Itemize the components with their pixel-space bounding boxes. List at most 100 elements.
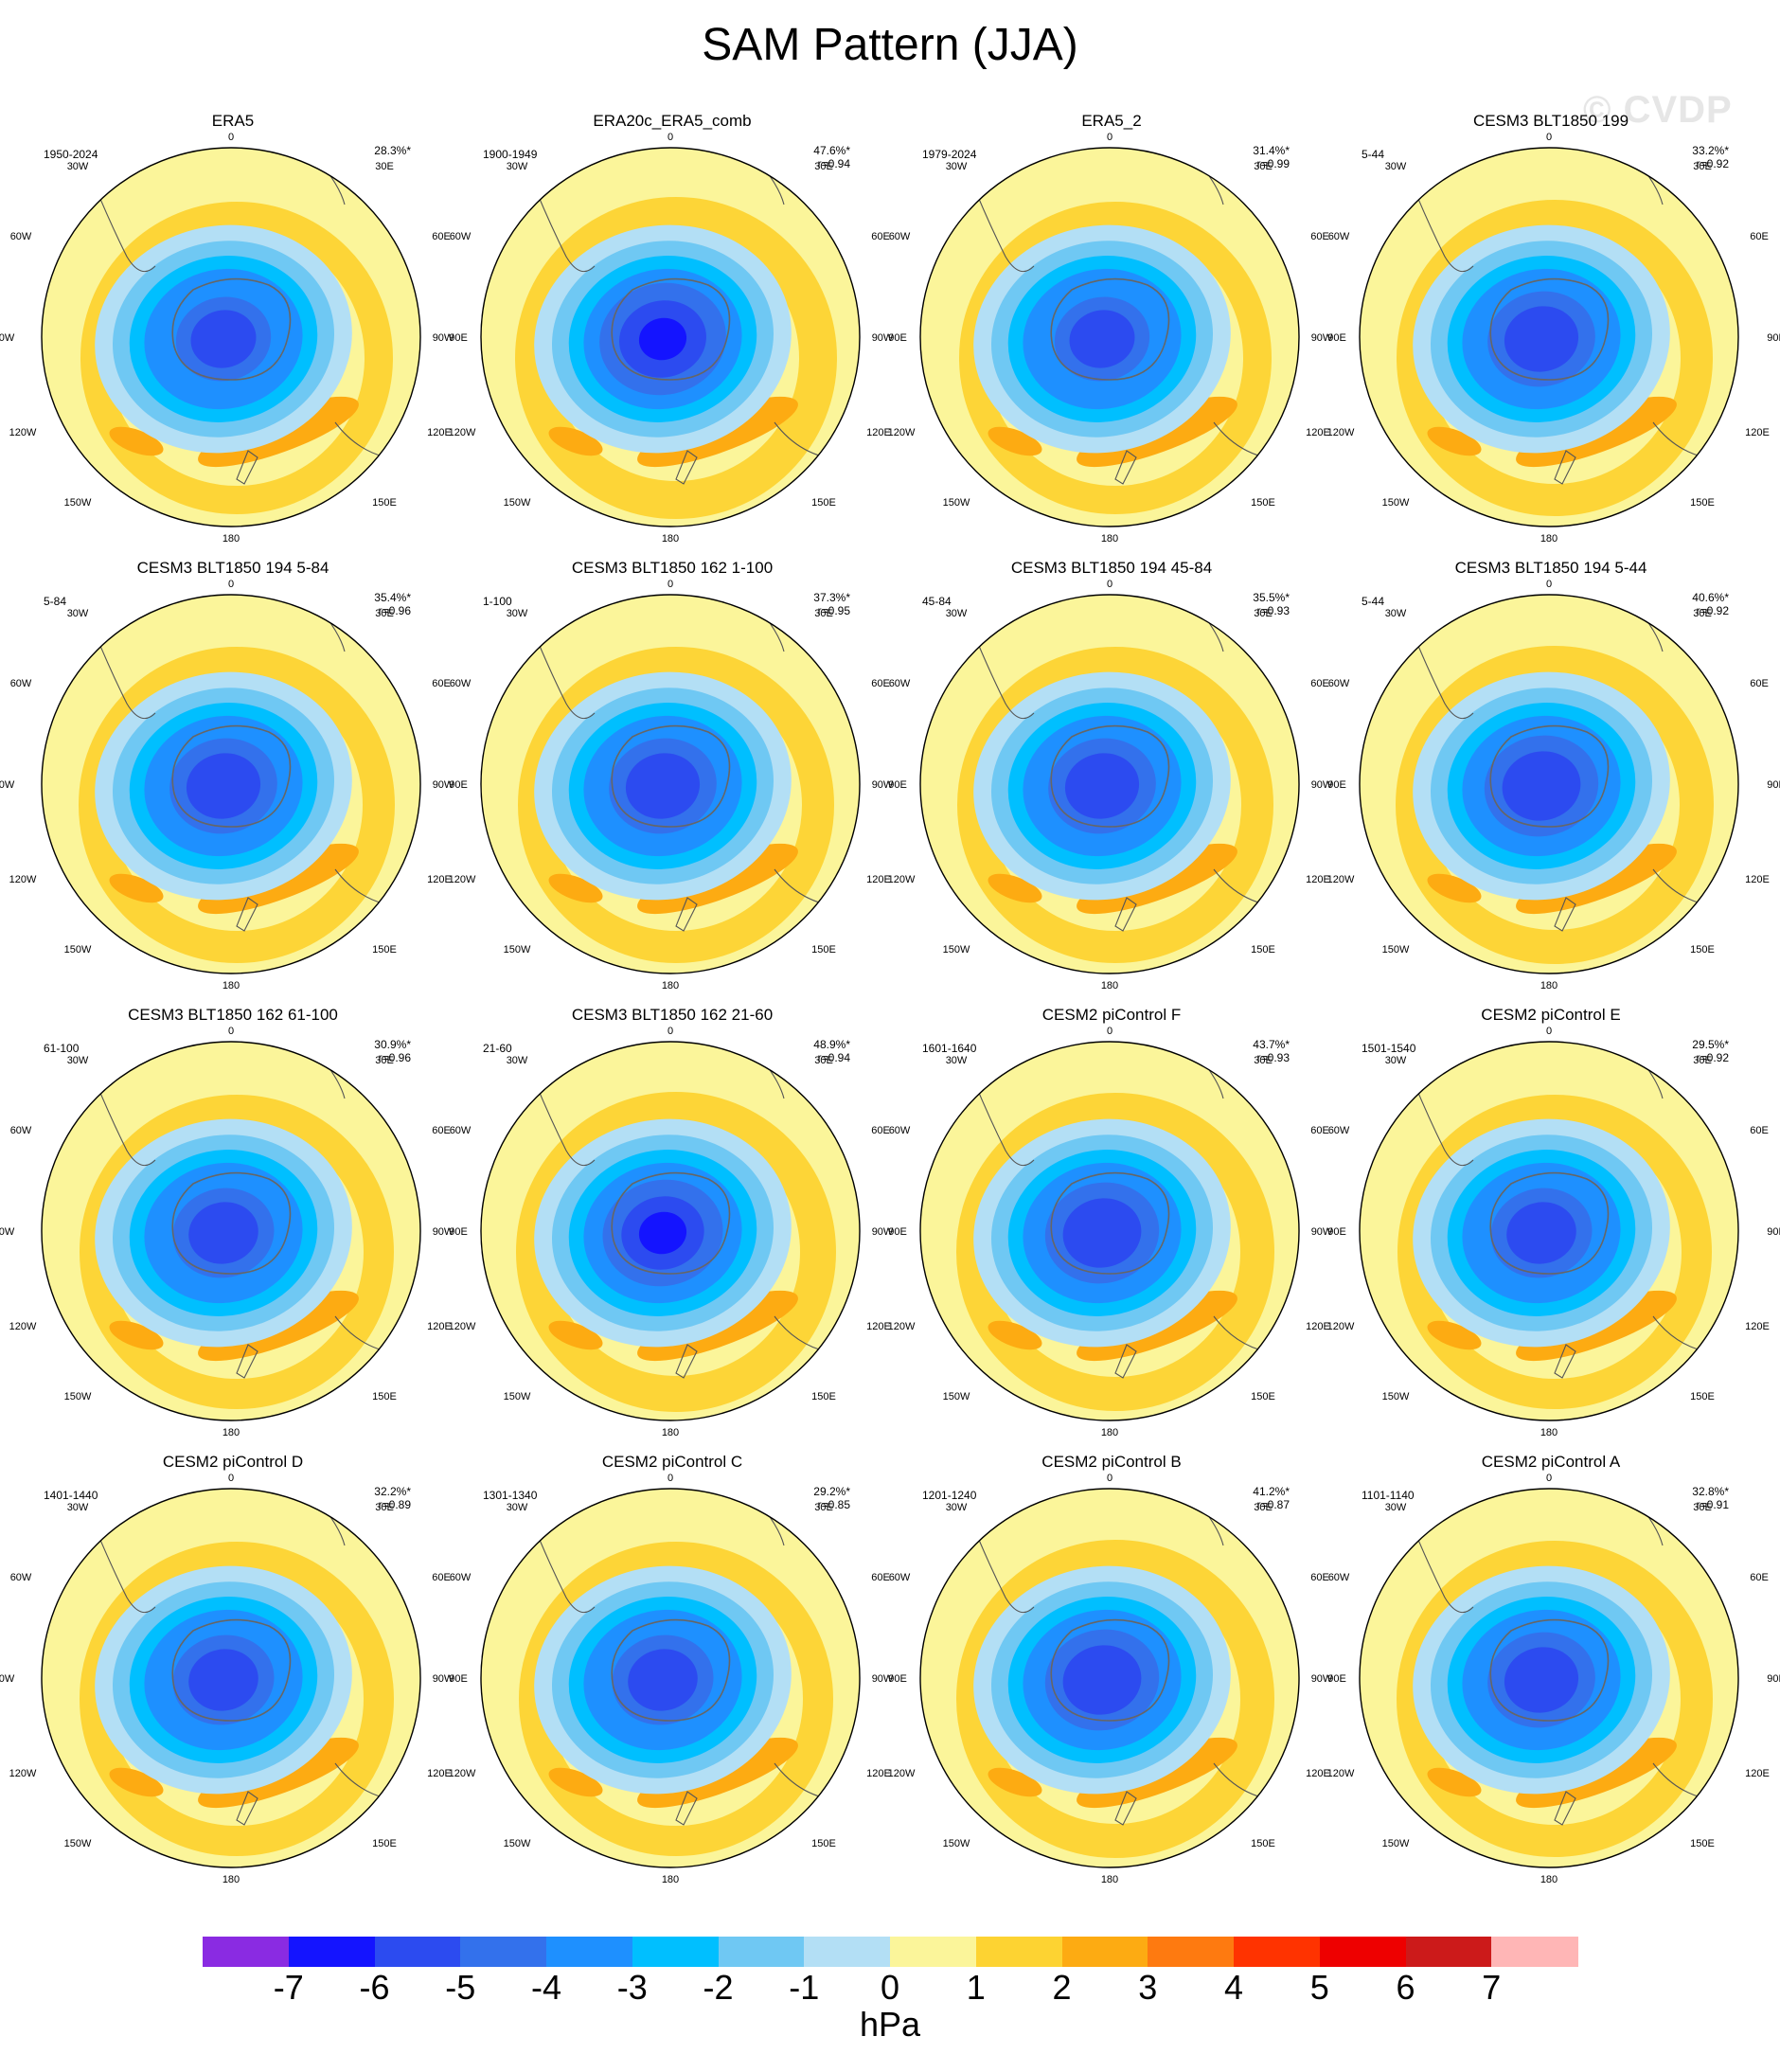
strong-positive-anomaly	[548, 873, 603, 903]
lon-label-60e: 60E	[1310, 678, 1329, 689]
panel-pattern-correlation: r=0.89	[378, 1498, 411, 1511]
map-panel: CESM3 BLT1850 194 5-44 5-44 40.6%* r=0.92 0 1…	[1311, 559, 1780, 1008]
lon-label-60e: 60E	[1310, 1572, 1329, 1583]
lon-label-120w: 120W	[888, 427, 916, 438]
positive-anomaly-ring	[956, 1540, 1274, 1858]
lon-label-90e: 90E	[1327, 1226, 1346, 1238]
lon-label-60w: 60W	[10, 231, 32, 242]
panel-variance-pct: 40.6%*	[1692, 591, 1729, 604]
strong-positive-anomaly	[988, 1767, 1042, 1797]
negative-anomaly-contour	[1502, 751, 1581, 821]
panel-title: ERA5_2	[1081, 112, 1142, 130]
antarctica-coastline	[171, 277, 292, 381]
lon-label-120w: 120W	[888, 874, 916, 885]
lon-label-60w: 60W	[1328, 678, 1350, 689]
panel-pattern-correlation: r=0.95	[817, 604, 850, 617]
lon-label-30e: 30E	[1254, 161, 1273, 172]
lon-label-60e: 60E	[432, 678, 451, 689]
polar-map: 0 180 30W 60W 90W 120W 150W 30E 60E 90E 120E 150E	[0, 132, 468, 545]
map-boundary	[919, 594, 1300, 974]
lon-label-120w: 120W	[449, 427, 476, 438]
strong-positive-anomaly	[1427, 426, 1482, 456]
colorbar-segment	[1061, 1937, 1148, 1967]
lon-label-30w: 30W	[946, 161, 968, 172]
colorbar	[203, 1937, 1578, 1967]
lon-label-120e: 120E	[427, 427, 452, 438]
map-boundary	[480, 594, 861, 974]
polar-map: 0 180 30W 60W 90W 120W 150W 30E 60E 90E 120E 150E	[872, 579, 1346, 991]
lon-label-top: 0	[228, 1473, 234, 1484]
lon-label-90w: 90W	[872, 332, 894, 344]
colorbar-tick-label: -3	[616, 1968, 648, 2007]
lon-label-90e: 90E	[449, 1226, 468, 1238]
map-panel: CESM3 BLT1850 194 5-84 5-84 35.4%* r=0.96 0 1…	[0, 559, 468, 1008]
lon-label-150e: 150E	[372, 944, 397, 956]
lon-label-top: 0	[668, 1473, 673, 1484]
lon-label-150e: 150E	[372, 497, 397, 509]
lon-label-top: 0	[668, 579, 673, 590]
panel-variance-pct: 35.5%*	[1253, 591, 1290, 604]
map-boundary	[41, 594, 421, 974]
new-zealand-coastline	[1554, 1344, 1576, 1379]
colorbar-tick-label: 1	[966, 1968, 986, 2007]
map-boundary	[41, 1488, 421, 1868]
lon-label-30w: 30W	[507, 161, 528, 172]
lon-label-60e: 60E	[1750, 1125, 1769, 1136]
lon-label-bottom: 180	[1101, 1427, 1118, 1438]
lon-label-30e: 30E	[814, 608, 833, 619]
lon-label-90w: 90W	[1311, 332, 1333, 344]
map-boundary	[480, 1041, 861, 1421]
lon-label-top: 0	[228, 1026, 234, 1037]
lon-label-60e: 60E	[1310, 1125, 1329, 1136]
positive-anomaly-ring	[1397, 1095, 1712, 1409]
lon-label-30w: 30W	[507, 1502, 528, 1513]
negative-anomaly-contour	[186, 753, 261, 819]
lon-label-30e: 30E	[375, 608, 394, 619]
map-panel: CESM3 BLT1850 162 1-100 1-100 37.3%* r=0.95…	[433, 559, 907, 1008]
lon-label-150w: 150W	[504, 944, 531, 956]
panel-variance-pct: 32.8%*	[1692, 1485, 1729, 1498]
positive-anomaly-ring	[515, 197, 837, 519]
lon-label-90w: 90W	[1311, 779, 1333, 791]
panel-years: 1601-1640	[922, 1042, 977, 1055]
lon-label-bottom: 180	[662, 980, 679, 991]
strong-positive-anomaly	[988, 873, 1042, 903]
colorbar-segment	[546, 1937, 633, 1967]
panel-title: CESM2 piControl D	[162, 1453, 304, 1471]
colorbar-tick-label: 2	[1052, 1968, 1072, 2007]
lon-label-top: 0	[668, 132, 673, 143]
lon-label-top: 0	[668, 1026, 673, 1037]
lon-label-60e: 60E	[1750, 678, 1769, 689]
panel-variance-pct: 29.5%*	[1692, 1038, 1729, 1051]
strong-positive-anomaly	[548, 426, 603, 456]
strong-positive-anomaly	[1427, 873, 1482, 903]
panel-years: 1101-1140	[1362, 1489, 1415, 1502]
lon-label-120w: 120W	[1327, 427, 1355, 438]
panel-title: ERA5	[211, 112, 255, 130]
panel-stats: 47.6%* r=0.94	[813, 144, 850, 170]
panel-stats: 43.7%* r=0.93	[1253, 1038, 1290, 1064]
lon-label-30w: 30W	[507, 1055, 528, 1066]
panel-title: CESM3 BLT1850 194 5-44	[1454, 559, 1647, 577]
antarctica-coastline	[1050, 724, 1170, 828]
new-zealand-coastline	[236, 897, 258, 932]
panel-variance-pct: 32.2%*	[374, 1485, 411, 1498]
negative-anomaly-contour	[1062, 1198, 1142, 1268]
map-panel: CESM2 piControl F 1601-1640 43.7%* r=0.93 0 1…	[872, 1006, 1346, 1455]
map-panel: ERA5 1950-2024 28.3%* 0 180 30W 60W 90W 120W 150W…	[0, 112, 468, 561]
colorbar-segment	[804, 1937, 891, 1967]
lon-label-120e: 120E	[1306, 1768, 1330, 1779]
colorbar-segment	[975, 1937, 1062, 1967]
panel-stats: 30.9%* r=0.96	[374, 1038, 411, 1064]
panel-title: CESM2 piControl E	[1481, 1006, 1621, 1024]
polar-map: 0 180 30W 60W 90W 120W 150W 30E 60E 90E 120E 150E	[433, 132, 907, 545]
figure-title: SAM Pattern (JJA)	[702, 20, 1078, 70]
antarctica-coastline	[171, 1618, 292, 1722]
strong-positive-anomaly	[109, 1320, 164, 1350]
new-zealand-coastline	[675, 450, 698, 485]
lon-label-150w: 150W	[943, 497, 970, 509]
lon-label-60e: 60E	[1750, 231, 1769, 242]
lon-label-120w: 120W	[449, 1768, 476, 1779]
lon-label-60w: 60W	[10, 678, 32, 689]
lon-label-30e: 30E	[1693, 608, 1712, 619]
